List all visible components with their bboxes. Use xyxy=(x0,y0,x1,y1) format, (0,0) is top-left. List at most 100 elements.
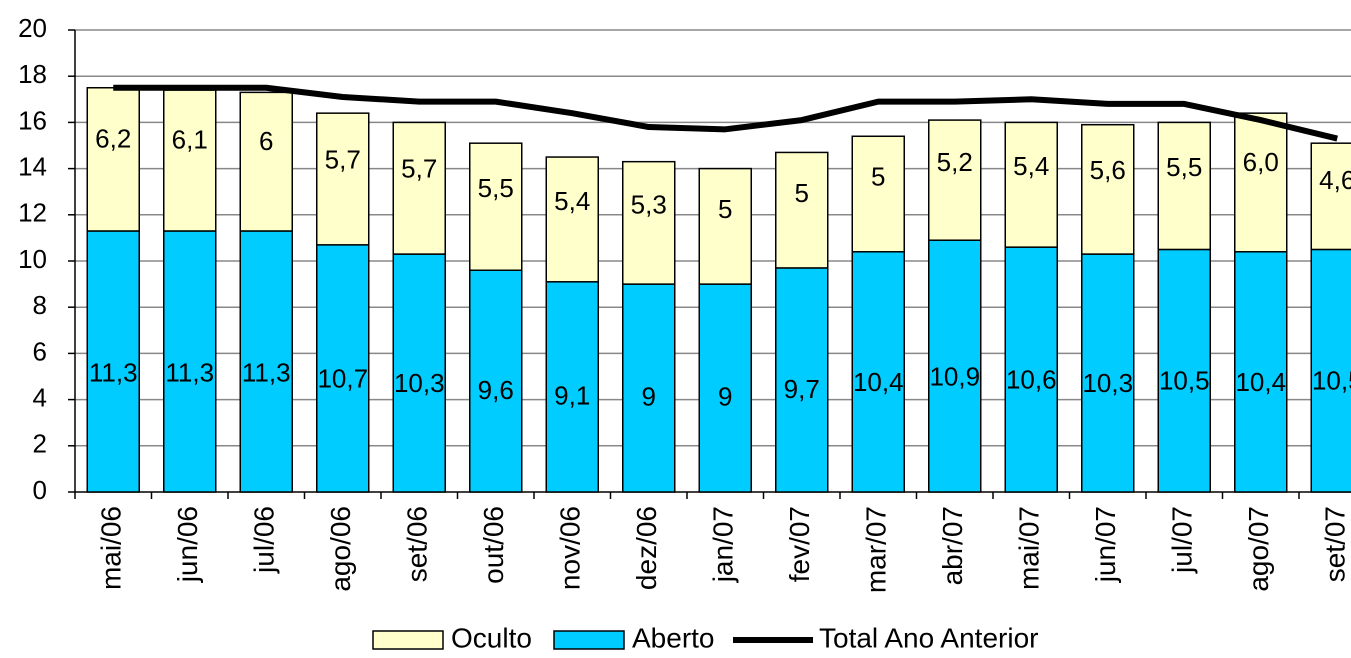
legend-label: Oculto xyxy=(451,622,532,653)
bar-segment xyxy=(163,89,217,232)
data-label: 9,7 xyxy=(784,374,820,404)
data-label: 9 xyxy=(718,381,732,411)
bar-segment xyxy=(1310,248,1351,493)
data-label: 4,6 xyxy=(1319,165,1351,195)
legend-label: Total Ano Anterior xyxy=(819,622,1038,653)
y-tick-label: 20 xyxy=(18,13,47,43)
bar-segment xyxy=(698,283,752,493)
y-tick-label: 6 xyxy=(33,336,47,366)
legend-swatch xyxy=(372,630,444,650)
y-tick-label: 8 xyxy=(33,290,47,320)
line-series xyxy=(113,84,1338,142)
data-label: 5 xyxy=(871,162,885,192)
bar-segment xyxy=(469,269,523,493)
x-tick-label: jun/07 xyxy=(1090,506,1121,583)
data-label: 10,6 xyxy=(1006,365,1057,395)
bar-segment xyxy=(545,281,599,493)
bar-segment xyxy=(86,87,140,232)
bar-segment xyxy=(698,167,752,285)
data-label: 5 xyxy=(795,178,809,208)
data-label: 6,1 xyxy=(172,125,208,155)
x-tick-label: ago/07 xyxy=(1243,506,1274,592)
x-tick-label: dez/06 xyxy=(631,506,662,590)
data-label: 11,3 xyxy=(89,357,138,387)
data-label: 5,5 xyxy=(1166,152,1202,182)
bar-segment xyxy=(1004,121,1058,248)
bar-segment xyxy=(1004,246,1058,493)
x-tick-label: nov/06 xyxy=(555,506,586,590)
bar-segment xyxy=(775,267,829,493)
x-tick-label: jul/06 xyxy=(249,506,280,574)
data-label: 10,5 xyxy=(1159,366,1210,396)
y-tick-label: 18 xyxy=(18,59,47,89)
data-label: 6,0 xyxy=(1243,147,1279,177)
data-label: 10,9 xyxy=(929,362,980,392)
x-tick-label: out/06 xyxy=(478,506,509,584)
bar-segment xyxy=(622,160,676,285)
bar-segment xyxy=(392,121,446,255)
bar-segment xyxy=(392,253,446,493)
y-tick-label: 0 xyxy=(33,475,47,505)
x-tick-label: mai/06 xyxy=(96,506,127,590)
bar-segment xyxy=(1310,142,1351,251)
bar-segment xyxy=(1081,253,1135,493)
y-tick-label: 16 xyxy=(18,105,47,135)
data-label: 10,4 xyxy=(853,367,904,397)
data-label: 10,3 xyxy=(1082,368,1133,398)
data-label: 6,2 xyxy=(95,123,131,153)
bar-segment xyxy=(239,230,293,493)
bar-segment xyxy=(622,283,676,493)
data-label: 5,4 xyxy=(1013,151,1049,181)
bar-segment xyxy=(316,112,370,246)
bar-segment xyxy=(469,142,523,271)
data-label: 10,7 xyxy=(317,364,368,394)
data-label: 11,3 xyxy=(242,357,291,387)
bar-segment xyxy=(86,230,140,493)
x-tick-label: set/06 xyxy=(402,506,433,582)
data-label: 11,3 xyxy=(165,357,214,387)
bar-segment xyxy=(851,251,905,493)
x-tick-label: jul/07 xyxy=(1167,506,1198,574)
x-tick-label: abr/07 xyxy=(937,506,968,585)
data-label: 5,2 xyxy=(937,147,973,177)
bar-segment xyxy=(851,135,905,253)
data-label: 10,5 xyxy=(1312,366,1351,396)
x-tick-label: jun/06 xyxy=(172,506,203,583)
x-tick-label: set/07 xyxy=(1320,506,1351,582)
x-tick-label: mar/07 xyxy=(861,506,892,593)
data-label: 5,6 xyxy=(1090,155,1126,185)
bar-segment xyxy=(928,119,982,241)
x-tick-label: ago/06 xyxy=(325,506,356,592)
data-label: 10,4 xyxy=(1235,367,1286,397)
bar-segment xyxy=(1157,121,1211,251)
data-label: 5,4 xyxy=(554,186,590,216)
bar-segment xyxy=(775,151,829,269)
y-tick-label: 2 xyxy=(33,429,47,459)
data-label: 10,3 xyxy=(394,368,445,398)
y-tick-label: 12 xyxy=(18,198,47,228)
x-tick-label: mai/07 xyxy=(1014,506,1045,590)
bar-segment xyxy=(1081,123,1135,255)
data-label: 5,7 xyxy=(401,154,437,184)
bar-segment xyxy=(545,156,599,283)
bar-segment xyxy=(1234,112,1288,253)
data-label: 5 xyxy=(718,194,732,224)
x-tick-label: fev/07 xyxy=(784,506,815,582)
data-label: 5,5 xyxy=(478,173,514,203)
bar-segment xyxy=(928,239,982,493)
legend-swatch xyxy=(553,630,625,650)
data-label: 9 xyxy=(642,381,656,411)
y-tick-label: 10 xyxy=(18,244,47,274)
data-label: 5,7 xyxy=(325,144,361,174)
bar-segment xyxy=(316,244,370,493)
legend-label: Aberto xyxy=(632,622,715,653)
y-tick-label: 14 xyxy=(18,151,47,181)
data-label: 5,3 xyxy=(631,190,667,220)
y-tick-label: 4 xyxy=(33,382,47,412)
x-tick-label: jan/07 xyxy=(708,506,739,583)
data-label: 6 xyxy=(259,126,273,156)
bar-segment xyxy=(163,230,217,493)
bar-segment xyxy=(239,91,293,232)
data-label: 9,6 xyxy=(478,375,514,405)
